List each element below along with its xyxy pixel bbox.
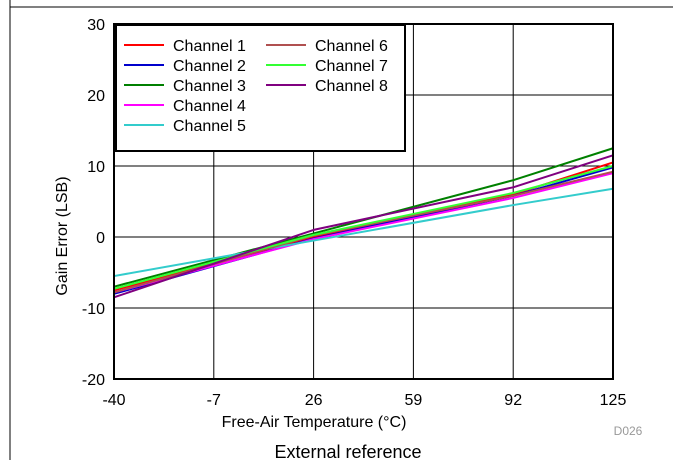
legend-label: Channel 5 xyxy=(173,118,246,135)
series-layer xyxy=(113,147,614,299)
y-tick-label: -10 xyxy=(82,301,105,318)
series-line-channel-4 xyxy=(113,172,614,294)
legend: Channel 1 Channel 2 Channel 3 Channel 4 Chan… xyxy=(115,24,406,152)
x-axis-title: Free-Air Temperature (°C) xyxy=(222,414,407,431)
y-tick-label: 10 xyxy=(87,159,105,176)
x-tick-label: 92 xyxy=(504,392,522,409)
legend-items: Channel 1 Channel 2 Channel 3 Channel 4 Chan… xyxy=(124,38,388,135)
x-tick-label: 59 xyxy=(405,392,423,409)
x-tick-label: 125 xyxy=(600,392,627,409)
figure-caption: External reference xyxy=(274,442,421,460)
figure-id: D026 xyxy=(614,424,643,438)
x-tick-label: -40 xyxy=(102,392,125,409)
series-line-channel-3 xyxy=(113,147,614,288)
y-tick-label: 20 xyxy=(87,88,105,105)
series-line-channel-5 xyxy=(113,187,614,278)
legend-label: Channel 6 xyxy=(315,38,388,55)
legend-label: Channel 7 xyxy=(315,58,388,75)
legend-box xyxy=(115,24,406,152)
legend-label: Channel 8 xyxy=(315,78,388,95)
legend-label: Channel 4 xyxy=(173,98,246,115)
y-tick-label: 0 xyxy=(96,230,105,247)
x-tick-labels: -40 -7 26 59 92 125 xyxy=(102,392,626,409)
legend-label: Channel 2 xyxy=(173,58,246,75)
series-line-channel-7 xyxy=(113,165,614,290)
y-axis-title: Gain Error (LSB) xyxy=(54,176,71,295)
x-tick-label: -7 xyxy=(207,392,221,409)
y-tick-labels: 30 20 10 0 -10 -20 xyxy=(82,17,105,389)
legend-label: Channel 3 xyxy=(173,78,246,95)
x-tick-label: 26 xyxy=(305,392,323,409)
legend-label: Channel 1 xyxy=(173,38,246,55)
y-tick-label: 30 xyxy=(87,17,105,34)
series-line-channel-8 xyxy=(113,154,614,299)
y-tick-label: -20 xyxy=(82,372,105,389)
